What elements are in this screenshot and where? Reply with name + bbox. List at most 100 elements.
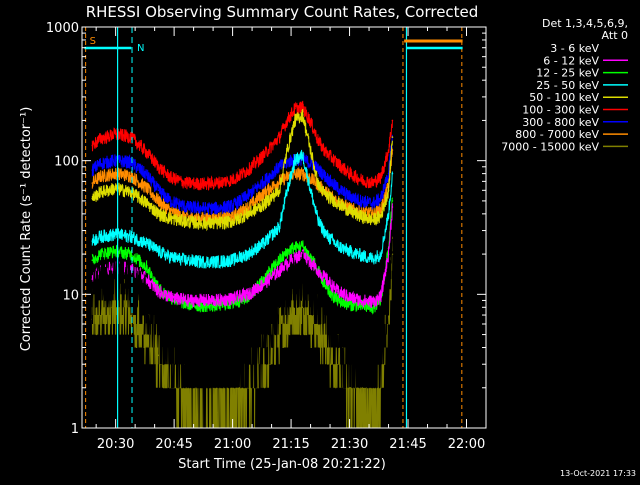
data-point [157,200,160,202]
legend-item: 100 - 300 keV [522,104,628,117]
data-point [302,106,304,109]
legend-label: 12 - 25 keV [536,67,599,80]
data-point [231,216,234,218]
data-point [309,121,312,123]
data-point [313,293,316,296]
data-point [130,253,132,255]
data-point [290,288,292,290]
data-point [157,189,160,192]
x-tick-label: 21:15 [272,437,309,452]
data-point [247,206,249,208]
data-point [286,189,289,192]
data-point [114,187,117,190]
data-point [99,253,101,255]
data-point [337,245,339,247]
plot-frame [81,26,487,429]
data-point [231,220,234,223]
legend-label: 25 - 50 keV [536,79,599,92]
series-50-100keV-group [91,108,394,232]
data-point [387,213,390,215]
data-point [337,290,339,293]
legend-item: 300 - 800 keV [522,116,628,129]
data-point [294,119,296,122]
data-point [387,172,390,175]
data-point [372,371,374,374]
data-point [200,261,203,263]
legend-item: 25 - 50 keV [536,79,628,92]
data-point [263,154,265,156]
data-point [216,207,218,210]
data-point [294,107,296,110]
data-point [169,210,171,212]
data-point [278,226,281,228]
data-point [372,257,374,260]
data-point [360,178,363,181]
data-point [146,151,148,154]
data-point [91,144,94,147]
data-point [99,191,101,194]
data-point [337,202,339,205]
data-point [263,203,265,206]
data-point [302,245,304,247]
data-point [200,183,203,185]
data-point [157,354,160,357]
data-point [185,206,187,208]
series-line [91,147,393,226]
data-point [263,346,265,349]
data-point [157,333,160,336]
data-point [146,266,148,268]
data-point [348,303,351,306]
data-point [290,247,292,250]
legend-item: 7000 - 15000 keV [501,140,628,153]
data-point [372,412,374,414]
data-point [302,278,304,280]
data-point [278,189,281,192]
data-point [325,288,328,290]
data-point [114,250,117,253]
series-25-50keV-group [91,149,394,269]
data-point [325,151,328,154]
data-point [290,159,292,162]
legend-label: 300 - 800 keV [522,116,599,129]
data-point [360,305,363,307]
legend-label: 100 - 300 keV [522,104,599,117]
series-line [91,234,393,429]
data-point [263,242,265,245]
data-point [263,180,265,183]
footer-date: 13-Oct-2021 17:33 [560,469,636,478]
data-point [387,149,390,151]
data-point [360,407,363,410]
data-point [99,162,101,165]
data-point [146,278,148,280]
y-tick-label: 10 [62,288,79,303]
data-point [185,259,187,262]
data-point [372,301,374,303]
series-3-6keV-group [91,229,394,429]
data-point [325,339,328,342]
data-point [200,299,203,302]
data-point [263,282,265,285]
data-point [263,363,265,366]
data-point [387,253,390,255]
data-point [99,138,101,140]
data-point [387,189,390,192]
data-point [360,216,363,218]
data-point [91,259,94,262]
chart-title: RHESSI Observing Summary Count Rates, Co… [86,3,479,21]
data-point [91,278,94,280]
data-point [231,403,234,406]
data-point [99,285,101,288]
data-point [200,305,203,307]
data-point [91,197,94,200]
data-point [216,182,218,184]
data-point [200,222,203,225]
data-point [114,280,117,283]
data-point [379,296,382,299]
data-point [114,172,117,175]
y-tick-label: 1 [71,422,79,437]
legend-item: 12 - 25 keV [536,67,628,80]
data-point [379,197,382,200]
data-point [302,154,304,156]
data-point [278,328,281,330]
